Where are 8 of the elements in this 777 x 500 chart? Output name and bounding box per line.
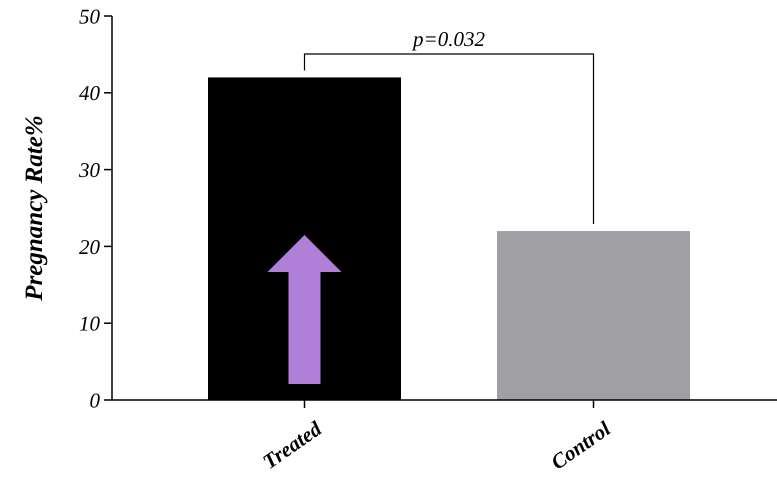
- y-axis-title: Pregnancy Rate%: [21, 115, 48, 302]
- y-tick-label: 50: [79, 4, 100, 28]
- y-tick-label: 20: [79, 234, 100, 259]
- y-tick-label: 40: [79, 81, 100, 106]
- annotation: p=0.032: [411, 27, 486, 51]
- y-tick-label: 10: [79, 312, 100, 336]
- y-tick-label: 0: [90, 388, 100, 412]
- y-tick-label: 30: [78, 158, 100, 182]
